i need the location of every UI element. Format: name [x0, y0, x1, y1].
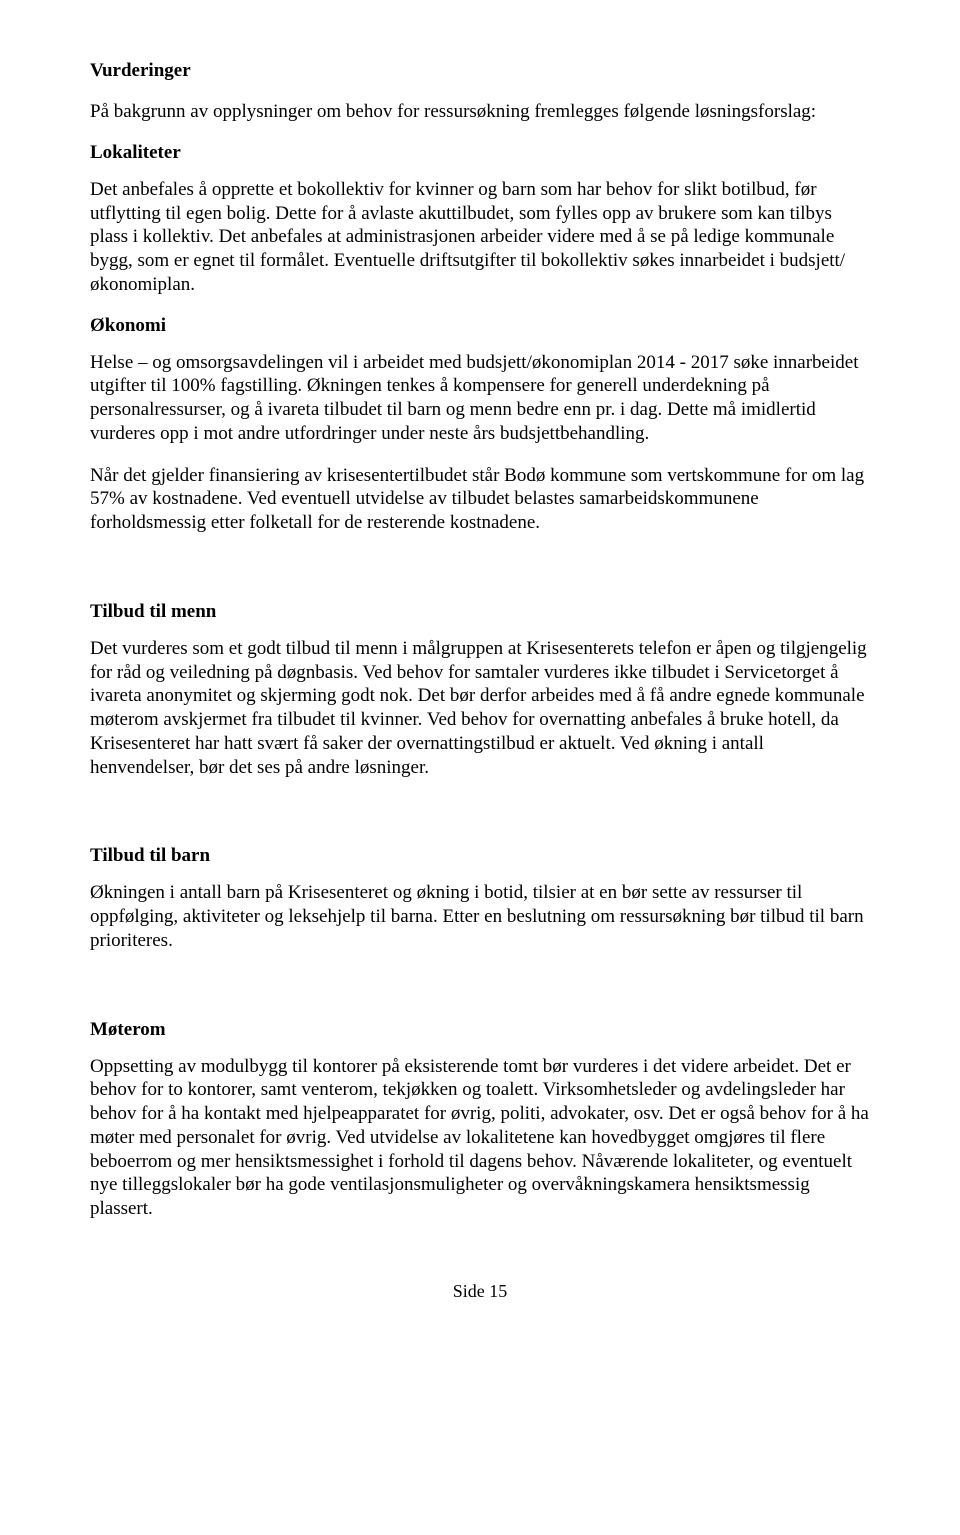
- paragraph-barn: Økningen i antall barn på Krisesenteret …: [90, 881, 870, 952]
- heading-vurderinger: Vurderinger: [90, 60, 870, 82]
- paragraph-menn: Det vurderes som et godt tilbud til menn…: [90, 637, 870, 780]
- heading-tilbud-barn: Tilbud til barn: [90, 845, 870, 867]
- document-page: Vurderinger På bakgrunn av opplysninger …: [0, 0, 960, 1342]
- paragraph-intro: På bakgrunn av opplysninger om behov for…: [90, 100, 870, 124]
- paragraph-okonomi-2: Når det gjelder finansiering av krisesen…: [90, 464, 870, 535]
- heading-okonomi: Økonomi: [90, 315, 870, 337]
- heading-moterom: Møterom: [90, 1019, 870, 1041]
- paragraph-moterom: Oppsetting av modulbygg til kontorer på …: [90, 1055, 870, 1221]
- page-footer: Side 15: [90, 1281, 870, 1302]
- heading-lokaliteter: Lokaliteter: [90, 142, 870, 164]
- paragraph-okonomi-1: Helse – og omsorgsavdelingen vil i arbei…: [90, 351, 870, 446]
- heading-tilbud-menn: Tilbud til menn: [90, 601, 870, 623]
- paragraph-lokaliteter: Det anbefales å opprette et bokollektiv …: [90, 178, 870, 297]
